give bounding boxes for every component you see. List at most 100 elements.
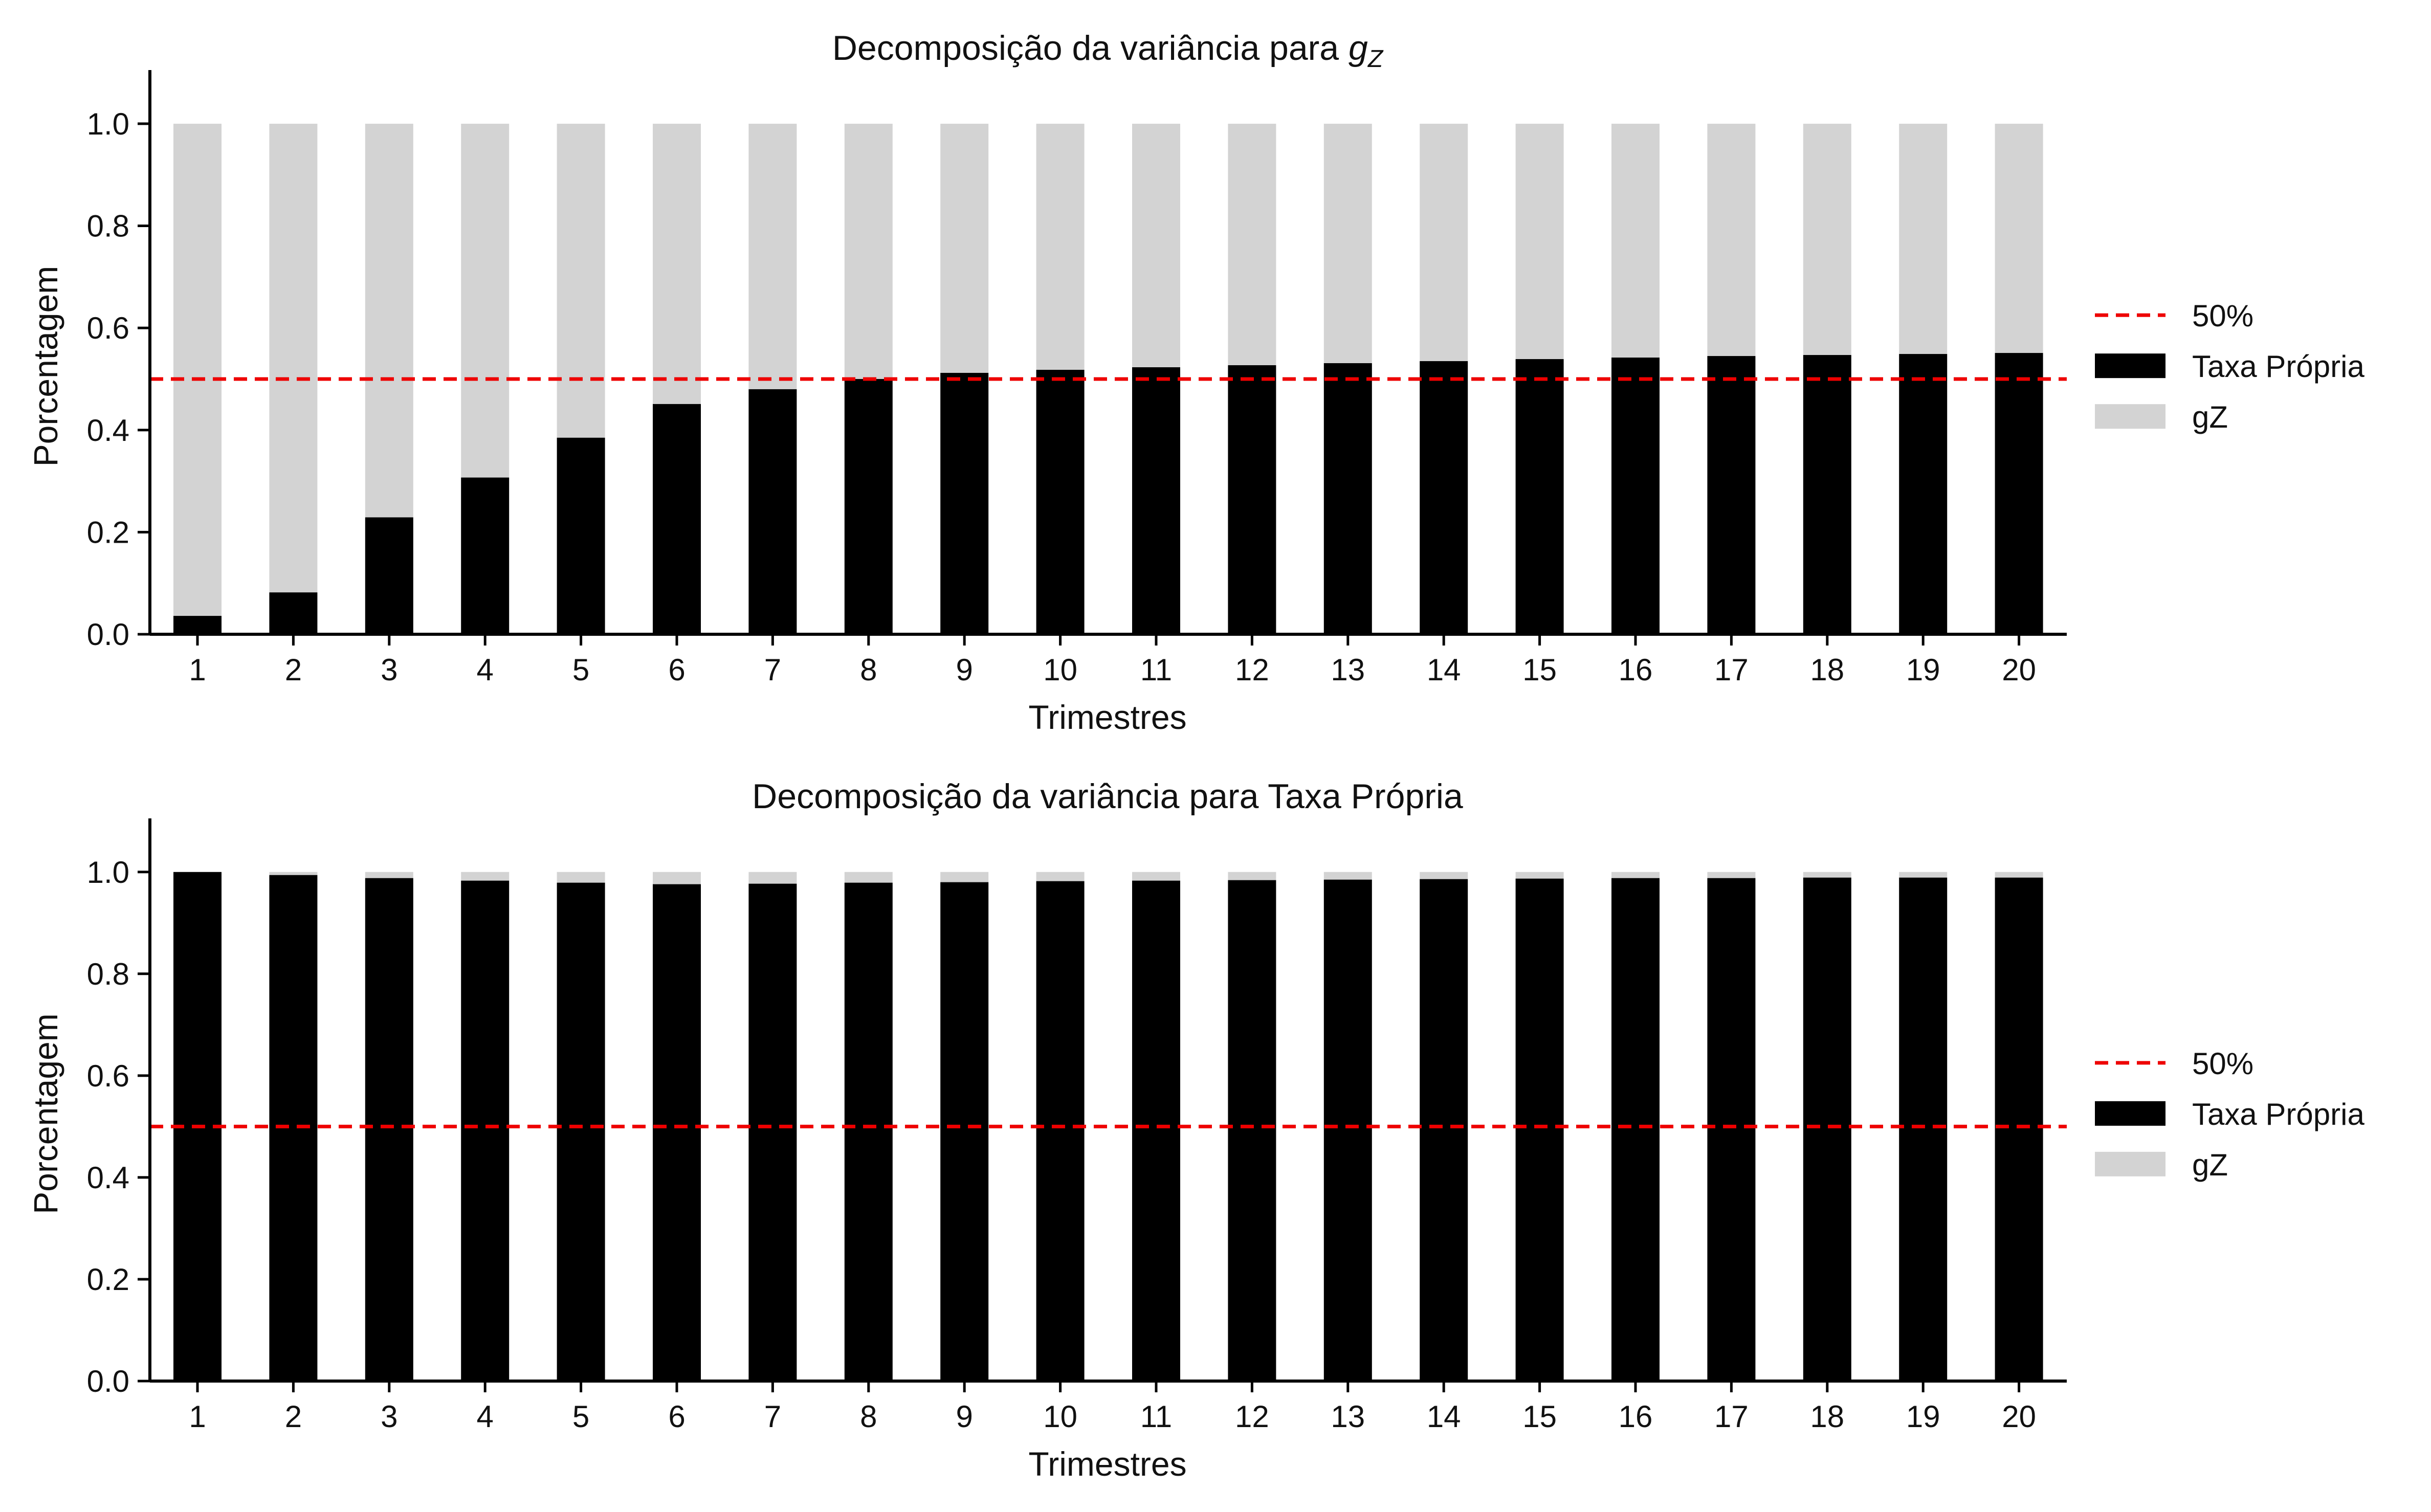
bar-gz-6 — [653, 123, 701, 404]
legend-label-50: 50% — [2192, 299, 2253, 333]
bar-gz-8 — [844, 123, 893, 379]
x-tick-label: 6 — [668, 1399, 685, 1434]
chart-panel-1: 1 2 3 4 5 6 7 8 9 10 11 12 13 14 15 16 17 18 19 200.00.20.4… — [27, 29, 2364, 736]
bar-gz-8 — [844, 872, 893, 883]
bar-gz-11 — [1132, 872, 1180, 881]
bar-taxa-propria-3 — [365, 517, 413, 634]
legend-label-taxa-propria: Taxa Própria — [2192, 1097, 2364, 1131]
bar-gz-16 — [1611, 123, 1660, 358]
bar-gz-14 — [1420, 123, 1468, 362]
y-tick-label: 0.6 — [87, 1059, 129, 1093]
bar-gz-7 — [748, 123, 797, 389]
legend-swatch-gz — [2095, 1151, 2165, 1176]
legend-swatch-taxa-propria — [2095, 353, 2165, 379]
legend-label-gz: gZ — [2192, 400, 2228, 434]
bar-taxa-propria-15 — [1515, 878, 1564, 1381]
y-tick-label: 0.4 — [87, 1161, 129, 1195]
x-tick-label: 5 — [572, 1399, 589, 1434]
bar-taxa-propria-8 — [844, 882, 893, 1381]
bar-taxa-propria-20 — [1995, 877, 2043, 1381]
bar-taxa-propria-14 — [1420, 361, 1468, 634]
bar-gz-2 — [269, 123, 318, 593]
y-tick-label: 0.2 — [87, 515, 129, 549]
x-tick-label: 12 — [1235, 1399, 1269, 1434]
bar-gz-13 — [1323, 123, 1372, 364]
bar-gz-5 — [557, 872, 605, 883]
y-tick-label: 1.0 — [87, 855, 129, 890]
bar-taxa-propria-14 — [1420, 879, 1468, 1381]
bar-taxa-propria-13 — [1323, 879, 1372, 1381]
bar-taxa-propria-7 — [748, 389, 797, 634]
legend-label-gz: gZ — [2192, 1148, 2228, 1182]
bar-gz-17 — [1707, 123, 1756, 357]
x-tick-label: 2 — [285, 1399, 302, 1434]
chart-title-prefix: Decomposição da variância para — [832, 29, 1349, 68]
chart-title: Decomposição da variância para gZ — [832, 29, 1384, 73]
x-axis-label: Trimestres — [1028, 698, 1186, 736]
bar-gz-5 — [557, 123, 605, 438]
bar-taxa-propria-9 — [940, 372, 989, 634]
bar-gz-3 — [365, 872, 413, 878]
y-tick-label: 0.0 — [87, 1364, 129, 1398]
bar-taxa-propria-3 — [365, 878, 413, 1381]
chart-title-var: g — [1349, 29, 1368, 68]
bar-gz-16 — [1611, 872, 1660, 878]
x-tick-label: 9 — [956, 1399, 973, 1434]
bar-taxa-propria-12 — [1228, 365, 1276, 634]
bar-taxa-propria-6 — [653, 884, 701, 1381]
bar-taxa-propria-5 — [557, 437, 605, 634]
bar-gz-20 — [1995, 123, 2043, 353]
x-tick-label: 10 — [1043, 1399, 1077, 1434]
x-tick-label: 8 — [860, 653, 877, 687]
x-tick-label: 17 — [1714, 1399, 1749, 1434]
x-tick-label: 4 — [477, 1399, 494, 1434]
bar-taxa-propria-17 — [1707, 356, 1756, 634]
bar-gz-15 — [1515, 123, 1564, 360]
x-tick-label: 20 — [2002, 653, 2036, 687]
x-tick-label: 11 — [1140, 1399, 1172, 1434]
chart-title: Decomposição da variância para Taxa Próp… — [752, 777, 1463, 816]
x-tick-label: 5 — [572, 653, 589, 687]
bar-gz-12 — [1228, 872, 1276, 880]
x-tick-label: 16 — [1619, 653, 1653, 687]
bar-gz-19 — [1899, 123, 1948, 354]
x-tick-label: 10 — [1043, 653, 1077, 687]
bar-gz-3 — [365, 123, 413, 518]
chart-panel-2: 1 2 3 4 5 6 7 8 9 10 11 12 13 14 15 16 17 18 19 200.00.20.4… — [27, 777, 2364, 1483]
x-tick-label: 17 — [1714, 653, 1749, 687]
bar-taxa-propria-20 — [1995, 353, 2043, 634]
bar-gz-10 — [1036, 123, 1085, 370]
legend: 50% Taxa Própria gZ — [2095, 1047, 2364, 1182]
x-tick-label: 18 — [1810, 1399, 1844, 1434]
bar-gz-18 — [1803, 123, 1851, 355]
y-tick-label: 0.8 — [87, 209, 129, 243]
bar-taxa-propria-4 — [461, 477, 510, 634]
bar-taxa-propria-17 — [1707, 878, 1756, 1381]
bar-taxa-propria-4 — [461, 880, 510, 1381]
bar-gz-6 — [653, 872, 701, 884]
bar-gz-20 — [1995, 872, 2043, 878]
y-axis-label: Porcentagem — [27, 1013, 64, 1214]
x-tick-label: 3 — [381, 1399, 397, 1434]
y-tick-label: 0.0 — [87, 617, 129, 652]
bar-taxa-propria-12 — [1228, 880, 1276, 1381]
legend-label-taxa-propria: Taxa Própria — [2192, 349, 2364, 384]
x-axis-label: Trimestres — [1028, 1445, 1186, 1483]
y-tick-label: 1.0 — [87, 107, 129, 141]
bar-gz-17 — [1707, 872, 1756, 878]
legend-swatch-gz — [2095, 404, 2165, 429]
x-tick-label: 4 — [477, 653, 494, 687]
x-tick-label: 20 — [2002, 1399, 2036, 1434]
bar-taxa-propria-18 — [1803, 355, 1851, 634]
x-tick-label: 1 — [189, 1399, 206, 1434]
x-tick-label: 14 — [1427, 653, 1461, 687]
x-tick-label: 9 — [956, 653, 973, 687]
x-tick-label: 16 — [1619, 1399, 1653, 1434]
bar-taxa-propria-19 — [1899, 877, 1948, 1381]
y-axis-label: Porcentagem — [27, 266, 64, 467]
bar-taxa-propria-16 — [1611, 878, 1660, 1381]
x-tick-label: 2 — [285, 653, 302, 687]
bar-gz-7 — [748, 872, 797, 884]
y-tick-label: 0.8 — [87, 957, 129, 991]
